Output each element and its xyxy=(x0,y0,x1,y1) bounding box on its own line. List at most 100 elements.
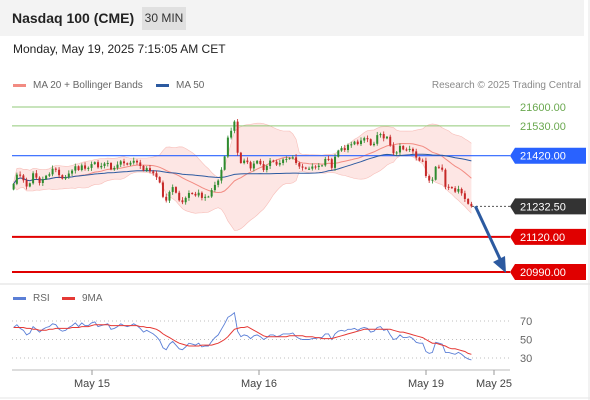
forecast-arrow-shaft xyxy=(474,205,502,260)
legend-ma50: MA 50 xyxy=(156,80,204,91)
candle-body xyxy=(145,168,148,171)
candle-body xyxy=(51,168,54,175)
time-label-1: May 16 xyxy=(241,378,277,390)
candle-body xyxy=(450,187,453,189)
candle-body xyxy=(272,160,275,162)
candle-body xyxy=(467,198,470,204)
candle-body xyxy=(369,139,372,146)
candle-body xyxy=(265,165,268,171)
candle-body xyxy=(233,121,236,131)
candle-body xyxy=(54,168,57,170)
candle-body xyxy=(415,151,418,158)
candle-body xyxy=(444,169,447,187)
candle-body xyxy=(223,156,226,170)
candle-body xyxy=(139,162,142,166)
candle-body xyxy=(252,163,255,169)
price-label-21600.00: 21600.00 xyxy=(520,102,566,114)
candle-body xyxy=(379,134,382,136)
time-label-3: May 25 xyxy=(476,378,512,390)
candle-body xyxy=(119,161,122,165)
candle-body xyxy=(285,158,288,160)
candle-body xyxy=(340,148,343,151)
candle-body xyxy=(382,134,385,139)
candle-body xyxy=(158,177,161,183)
candle-body xyxy=(395,152,398,154)
bollinger-lower xyxy=(13,155,472,231)
candle-body xyxy=(411,148,414,152)
candle-body xyxy=(350,144,353,146)
candle-body xyxy=(213,184,216,191)
forecast-arrow-head xyxy=(493,255,506,273)
candle-body xyxy=(402,145,405,150)
ma50-swatch xyxy=(156,83,169,87)
candle-body xyxy=(278,162,281,165)
candle-body xyxy=(288,158,291,160)
candle-body xyxy=(363,138,366,141)
candle-body xyxy=(84,165,87,169)
candle-body xyxy=(220,169,223,181)
candle-body xyxy=(204,196,207,198)
candle-body xyxy=(366,138,369,140)
candle-body xyxy=(135,160,138,163)
candle-body xyxy=(165,196,168,201)
candle-body xyxy=(457,188,460,192)
candle-body xyxy=(408,148,411,151)
candle-body xyxy=(48,174,51,176)
candle-body xyxy=(249,162,252,169)
candle-body xyxy=(200,192,203,198)
copyright-text: Research © 2025 Trading Central xyxy=(431,80,581,91)
candle-body xyxy=(61,175,64,179)
candle-body xyxy=(64,177,67,179)
candle-body xyxy=(256,160,259,164)
candle-body xyxy=(421,160,424,162)
candle-body xyxy=(155,173,158,178)
candle-body xyxy=(405,149,408,151)
candle-body xyxy=(35,173,38,178)
candle-body xyxy=(269,160,272,166)
price-label-21120.00: 21120.00 xyxy=(520,232,565,244)
price-label-21420.00: 21420.00 xyxy=(520,151,566,163)
instrument-title: Nasdaq 100 (CME) xyxy=(12,10,135,26)
rsi-tick-50: 50 xyxy=(520,335,532,347)
candle-body xyxy=(372,143,375,146)
candle-body xyxy=(181,200,184,203)
candle-body xyxy=(389,136,392,146)
candle-body xyxy=(385,136,388,139)
candle-body xyxy=(67,173,70,178)
candle-body xyxy=(80,165,83,171)
price-tag-20990.00 xyxy=(510,264,586,280)
candle-body xyxy=(246,160,249,163)
price-tag-21232.50 xyxy=(510,198,586,215)
candle-body xyxy=(197,192,200,196)
chart-datetime: Monday, May 19, 2025 7:15:05 AM CET xyxy=(13,42,226,56)
candle-body xyxy=(32,173,35,184)
candle-body xyxy=(434,166,437,180)
price-label-21530.00: 21530.00 xyxy=(520,121,566,133)
candle-body xyxy=(207,196,210,198)
candle-body xyxy=(343,148,346,151)
candle-body xyxy=(236,121,239,153)
candle-body xyxy=(41,179,44,184)
candle-body xyxy=(353,141,356,145)
candle-body xyxy=(178,192,181,201)
candle-body xyxy=(168,191,171,201)
timeframe-button[interactable]: 30 MIN xyxy=(142,7,186,30)
candle-body xyxy=(38,177,41,184)
candle-body xyxy=(25,180,28,187)
candle-body xyxy=(314,166,317,168)
candle-body xyxy=(93,162,96,165)
candle-body xyxy=(12,183,15,190)
rsi-label: RSI xyxy=(33,293,50,304)
candle-body xyxy=(187,193,190,198)
candle-body xyxy=(230,130,233,138)
candle-body xyxy=(191,193,194,195)
candle-body xyxy=(291,157,294,159)
candle-body xyxy=(243,160,246,163)
candle-body xyxy=(460,188,463,194)
rsi-tick-30: 30 xyxy=(520,353,532,365)
bollinger-label: MA 20 + Bollinger Bands xyxy=(33,80,143,91)
candle-body xyxy=(376,135,379,144)
candle-body xyxy=(103,163,106,166)
candle-body xyxy=(392,145,395,154)
